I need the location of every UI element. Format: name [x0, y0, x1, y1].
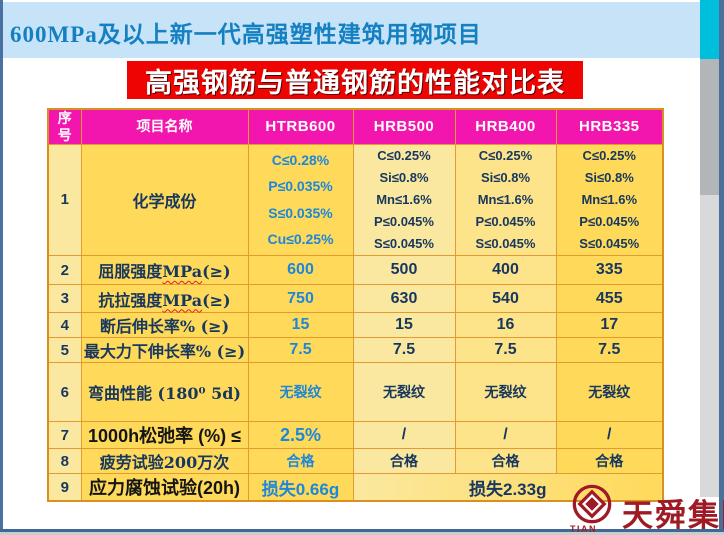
row-label-max-force-elongation: 最大力下伸长率% (≥) — [80, 337, 249, 364]
cell-hrb500-fatigue: 合格 — [352, 448, 456, 475]
slide-border-bottom — [0, 529, 724, 532]
table-row: 8 疲劳试验200万次 合格 合格 合格 合格 — [47, 448, 664, 475]
table-title: 高强钢筋与普通钢筋的性能对比表 — [145, 67, 565, 98]
logo-company-en: TIAN SHUN — [570, 524, 600, 535]
decor-cyan-block — [700, 0, 719, 59]
slide-border-left — [0, 0, 3, 535]
cell-hrb500-bending: 无裂纹 — [352, 362, 456, 423]
slide-border-right — [719, 0, 724, 535]
cell-hrb400-relaxation: / — [454, 421, 557, 450]
cell-hrb335-tensile: 455 — [555, 284, 664, 314]
col-header-hrb335: HRB335 — [555, 108, 664, 145]
col-header-hrb400: HRB400 — [454, 108, 557, 145]
row-number: 1 — [47, 143, 82, 257]
cell-hrb335-yield: 335 — [555, 255, 664, 286]
cell-htrb600-relaxation: 2.5% — [247, 421, 354, 450]
cell-htrb600-fatigue: 合格 — [247, 448, 354, 475]
row-number: 8 — [47, 448, 82, 475]
table-row: 6 弯曲性能 (180⁰ 5d) 无裂纹 无裂纹 无裂纹 无裂纹 — [47, 362, 664, 423]
row-number: 7 — [47, 421, 82, 450]
row-number: 4 — [47, 312, 82, 339]
row-label-bending: 弯曲性能 (180⁰ 5d) — [80, 362, 249, 423]
cell-hrb335-elongation: 17 — [555, 312, 664, 339]
cell-htrb600-chemistry: C≤0.28% P≤0.035% S≤0.035% Cu≤0.25% — [247, 143, 354, 257]
cell-hrb500-maxforce: 7.5 — [352, 337, 456, 364]
table-row: 1 化学成份 C≤0.28% P≤0.035% S≤0.035% Cu≤0.25… — [47, 143, 664, 257]
decor-gray-strip-bottom — [700, 195, 719, 497]
row-label-relaxation: 1000h松弛率 (%) ≤ — [80, 421, 249, 450]
cell-hrb500-tensile: 630 — [352, 284, 456, 314]
cell-htrb600-tensile: 750 — [247, 284, 354, 314]
cell-hrb400-fatigue: 合格 — [454, 448, 557, 475]
cell-htrb600-elongation: 15 — [247, 312, 354, 339]
cell-hrb335-maxforce: 7.5 — [555, 337, 664, 364]
row-number: 2 — [47, 255, 82, 286]
cell-hrb400-maxforce: 7.5 — [454, 337, 557, 364]
cell-merged-corrosion: 损失2.33g — [352, 473, 664, 502]
row-label-elongation: 断后伸长率% (≥) — [80, 312, 249, 339]
cell-hrb500-yield: 500 — [352, 255, 456, 286]
row-label-stress-corrosion: 应力腐蚀试验(20h) — [80, 473, 249, 502]
cell-htrb600-yield: 600 — [247, 255, 354, 286]
slide-border-bottom-gray — [0, 532, 724, 535]
cell-hrb400-bending: 无裂纹 — [454, 362, 557, 423]
logo-mark: TIAN SHUN — [570, 484, 614, 535]
table-row: 9 应力腐蚀试验(20h) 损失0.66g 损失2.33g — [47, 473, 664, 502]
cell-hrb400-chemistry: C≤0.25% Si≤0.8% Mn≤1.6% P≤0.045% S≤0.045… — [454, 143, 557, 257]
table-row: 7 1000h松弛率 (%) ≤ 2.5% / / / — [47, 421, 664, 450]
cell-hrb400-yield: 400 — [454, 255, 557, 286]
table-row: 2 屈服强度MPa(≥) 600 500 400 335 — [47, 255, 664, 286]
col-header-htrb600: HTRB600 — [247, 108, 354, 145]
table-title-banner: 高强钢筋与普通钢筋的性能对比表 — [127, 61, 583, 99]
row-number: 9 — [47, 473, 82, 502]
cell-hrb335-bending: 无裂纹 — [555, 362, 664, 423]
col-header-hrb500: HRB500 — [352, 108, 456, 145]
cell-hrb500-elongation: 15 — [352, 312, 456, 339]
company-logo: TIAN SHUN 天舜集团 — [570, 484, 724, 535]
tianshun-diamond-icon — [572, 484, 612, 524]
row-number: 5 — [47, 337, 82, 364]
cell-hrb500-relaxation: / — [352, 421, 456, 450]
cell-htrb600-maxforce: 7.5 — [247, 337, 354, 364]
row-number: 6 — [47, 362, 82, 423]
project-title: 600MPa及以上新一代高强塑性建筑用钢项目 — [10, 22, 482, 47]
row-label-fatigue: 疲劳试验200万次 — [80, 448, 249, 475]
decor-gray-strip-top — [700, 59, 719, 195]
row-label-tensile-strength: 抗拉强度MPa(≥) — [80, 284, 249, 314]
slide-header-band: 600MPa及以上新一代高强塑性建筑用钢项目 — [0, 2, 700, 58]
table-row: 3 抗拉强度MPa(≥) 750 630 540 455 — [47, 284, 664, 314]
comparison-table: 序号 项目名称 HTRB600 HRB500 HRB400 HRB335 1 化… — [47, 108, 664, 503]
logo-company-zh: 天舜集团 — [622, 498, 724, 534]
row-label-chemistry: 化学成份 — [80, 143, 249, 257]
col-header-item: 项目名称 — [80, 108, 249, 145]
cell-hrb400-tensile: 540 — [454, 284, 557, 314]
cell-hrb400-elongation: 16 — [454, 312, 557, 339]
row-number: 3 — [47, 284, 82, 314]
table-row: 4 断后伸长率% (≥) 15 15 16 17 — [47, 312, 664, 339]
table-row: 5 最大力下伸长率% (≥) 7.5 7.5 7.5 7.5 — [47, 337, 664, 364]
cell-hrb335-fatigue: 合格 — [555, 448, 664, 475]
cell-hrb500-chemistry: C≤0.25% Si≤0.8% Mn≤1.6% P≤0.045% S≤0.045… — [352, 143, 456, 257]
col-header-no: 序号 — [47, 108, 82, 145]
cell-hrb335-relaxation: / — [555, 421, 664, 450]
cell-hrb335-chemistry: C≤0.25% Si≤0.8% Mn≤1.6% P≤0.045% S≤0.045… — [555, 143, 664, 257]
table-header-row: 序号 项目名称 HTRB600 HRB500 HRB400 HRB335 — [47, 108, 664, 145]
row-label-yield-strength: 屈服强度MPa(≥) — [80, 255, 249, 286]
cell-htrb600-corrosion: 损失0.66g — [247, 473, 354, 502]
cell-htrb600-bending: 无裂纹 — [247, 362, 354, 423]
